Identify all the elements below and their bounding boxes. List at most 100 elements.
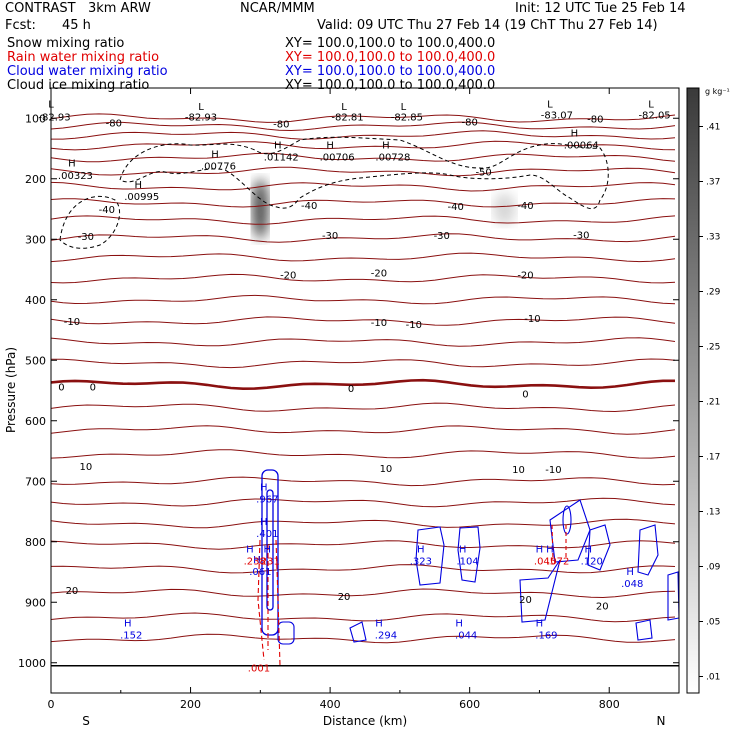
- field-name-cloud-ice: Cloud ice mixing ratio: [7, 78, 150, 93]
- snow-max-marker-symbol: H: [134, 180, 142, 191]
- colorbar-tick-label: .01: [706, 673, 720, 683]
- snow-contour-left: [59, 195, 120, 249]
- snow-max-marker-value: .00995: [124, 192, 159, 203]
- temperature-label: 10: [380, 464, 393, 475]
- rain-contour: [275, 539, 281, 666]
- snow-max-marker-value: .00776: [201, 162, 236, 173]
- temperature-label: 0: [58, 382, 64, 393]
- temperature-contour: [51, 564, 676, 574]
- colorbar-tick-label: .17: [706, 453, 720, 463]
- temperature-label: -40: [301, 201, 317, 212]
- extrema-markers: -80 -80 -80 -80 -50 -40 -40 -40 -40 -30 -30 -30 -30 -…: [38, 99, 670, 674]
- temperature-label: -10: [406, 320, 422, 331]
- snow-max-marker-symbol: H: [211, 150, 219, 161]
- low-marker-symbol: L: [547, 99, 553, 110]
- cloud-water-max-marker-symbol: H: [546, 545, 554, 556]
- y-tick-label: 200: [25, 173, 46, 186]
- cloud-water-max-marker-symbol: H: [246, 545, 254, 556]
- cloud-water-max-marker-value: .294: [375, 631, 397, 642]
- rain-contour: [257, 539, 265, 661]
- y-tick-label: 400: [25, 294, 46, 307]
- temperature-label: 0: [90, 382, 96, 393]
- temperature-contour: [51, 402, 676, 413]
- x-tick-label: 200: [180, 698, 201, 711]
- x-tick-label: 800: [599, 698, 620, 711]
- forecast-hour: 45 h: [62, 18, 91, 33]
- cloud-water-contour: [277, 621, 295, 645]
- cloud-water-max-marker-symbol: H: [375, 618, 383, 629]
- cloud-water-contour: [635, 619, 653, 641]
- temperature-label: -40: [99, 205, 115, 216]
- low-marker-symbol: L: [648, 99, 654, 110]
- temperature-label: -30: [434, 231, 450, 242]
- y-tick-label: 100: [25, 112, 46, 125]
- temperature-label: 20: [66, 586, 79, 597]
- snow-max-marker-symbol: H: [68, 159, 76, 170]
- colorbar-tick-label: .13: [706, 508, 720, 518]
- temperature-contour: [51, 252, 676, 263]
- cloud-water-contour: [637, 524, 659, 576]
- colorbar-tick-label: .29: [706, 288, 721, 298]
- colorbar-tick-label: .41: [706, 123, 720, 133]
- cloud-water-contour: [587, 524, 611, 571]
- temperature-label: -10: [371, 318, 387, 329]
- cloud-water-max-marker-symbol: H: [264, 545, 272, 556]
- colorbar-ticks: .01 .05 .09 .13 .17 .21 .25 .29 .33 .37 .41: [699, 123, 721, 683]
- cloud-water-contour: [519, 559, 561, 623]
- temperature-contour: [51, 233, 676, 243]
- temperature-contour: [51, 166, 676, 177]
- cloud-water-max-marker-value: .104: [456, 557, 478, 568]
- temperature-label: -30: [322, 231, 338, 242]
- field-xy-snow: XY= 100.0,100.0 to 100.0,400.0: [285, 36, 496, 51]
- x-tick-label: 0: [48, 698, 55, 711]
- low-marker-value: -82.81: [331, 113, 363, 124]
- temperature-contour: [51, 198, 676, 208]
- cloud-water-max-marker-value: .152: [120, 631, 142, 642]
- cloud-water-contour: [667, 571, 679, 621]
- model-title: CONTRAST 3km ARW: [5, 1, 151, 16]
- cloud-water-max-marker-symbol: H: [417, 545, 425, 556]
- rain-value: .045: [534, 557, 556, 568]
- field-name-snow: Snow mixing ratio: [7, 36, 125, 51]
- temperature-contour: [51, 518, 676, 529]
- cloud-water-max-marker-value: .048: [621, 579, 643, 590]
- org-title: NCAR/MMM: [240, 1, 315, 16]
- temperature-contour: [51, 425, 676, 435]
- cloud-water-max-marker-value: .401: [256, 529, 278, 540]
- temperature-label: -80: [587, 114, 603, 125]
- low-marker-value: -82.85: [391, 113, 423, 124]
- temperature-label: -20: [371, 269, 387, 280]
- cloud-water-max-marker-symbol: H: [124, 618, 132, 629]
- field-name-cloud-water: Cloud water mixing ratio: [7, 64, 168, 79]
- temperature-label: -20: [280, 270, 296, 281]
- snow-max-marker-value: .00323: [58, 171, 93, 182]
- temperature-label: -20: [517, 270, 533, 281]
- temperature-contour: [51, 215, 676, 225]
- y-tick-label: 600: [25, 415, 46, 428]
- cloud-water-max-marker-value: .044: [455, 631, 477, 642]
- temperature-contour: [51, 140, 676, 151]
- low-marker-value: -83.07: [541, 110, 573, 121]
- temperature-label: 0: [348, 384, 354, 395]
- y-tick-label: 700: [25, 475, 46, 488]
- temperature-label: -40: [517, 201, 533, 212]
- temperature-label: 10: [80, 462, 93, 473]
- temperature-label: -80: [273, 120, 289, 131]
- temperature-contour: [51, 588, 676, 599]
- rain-contour: [551, 524, 554, 561]
- snow-max-marker-value: .00064: [564, 141, 599, 152]
- cloud-water-contour: [349, 621, 367, 643]
- field-name-rain: Rain water mixing ratio: [7, 50, 160, 65]
- y-tick-label: 800: [25, 536, 46, 549]
- temperature-label: -40: [448, 202, 464, 213]
- temperature-label: -10: [524, 314, 540, 325]
- rain-value: .231: [258, 557, 280, 568]
- low-marker-symbol: L: [401, 102, 407, 113]
- snow-max-marker-symbol: H: [274, 141, 282, 152]
- cloud-ice-shading: [252, 179, 516, 239]
- field-xy-rain: XY= 100.0,100.0 to 100.0,400.0: [285, 50, 496, 65]
- cloud-water-max-marker-symbol: H: [459, 545, 467, 556]
- temperature-label: 0: [522, 390, 528, 401]
- rain-value: .072: [547, 557, 569, 568]
- valid-time: Valid: 09 UTC Thu 27 Feb 14 (19 ChT Thu …: [317, 18, 658, 33]
